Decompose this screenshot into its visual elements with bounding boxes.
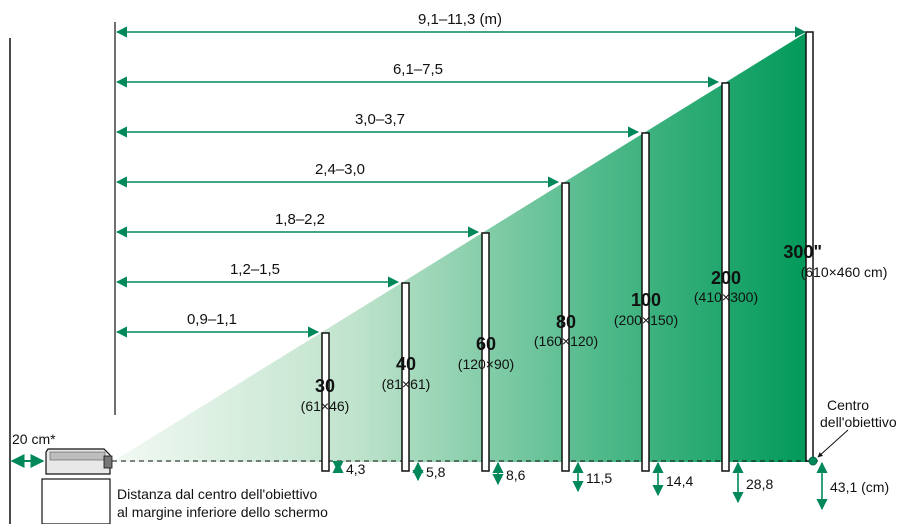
wall-gap-label: 20 cm*: [12, 431, 56, 447]
projector-icon: [41, 448, 113, 524]
distance-label: 9,1–11,3 (m): [418, 11, 502, 28]
screen-size-label: 100: [631, 290, 661, 310]
screen-size-label: 30: [315, 376, 335, 396]
screen-dims-label: (81×61): [382, 376, 431, 392]
screen-80: [561, 182, 570, 472]
offset-label: 5,8: [426, 464, 446, 480]
offset-label: 8,6: [506, 467, 526, 483]
distance-label: 6,1–7,5: [393, 61, 443, 78]
screen-dims-label: (200×150): [614, 312, 678, 328]
screen-size-label: 40: [396, 354, 416, 374]
lens-center-label: dell'obiettivo: [820, 414, 897, 430]
offset-label: 11,5: [586, 470, 612, 486]
distance-label: 1,2–1,5: [230, 261, 280, 278]
offset-label: 43,1 (cm): [830, 479, 889, 495]
distance-label: 3,0–3,7: [355, 111, 405, 128]
lens-center-dot: [808, 456, 818, 466]
screen-30: [321, 332, 330, 472]
screen-size-label: 80: [556, 312, 576, 332]
offset-label: 28,8: [746, 476, 773, 492]
lens-center-label: Centro: [827, 397, 869, 413]
screen-size-label: 60: [476, 334, 496, 354]
screen-100: [641, 132, 650, 472]
offset-label: 14,4: [666, 473, 693, 489]
distance-label: 2,4–3,0: [315, 161, 365, 178]
screen-dims-label: (160×120): [534, 333, 598, 349]
offset-arrows: [332, 460, 828, 511]
distance-arrows: [115, 26, 807, 338]
screen-dims-label: (410×300): [694, 289, 758, 305]
caption-line: Distanza dal centro dell'obiettivo: [117, 486, 318, 502]
distance-label: 0,9–1,1: [187, 311, 237, 328]
screen-dims-label: (610×460 cm): [801, 264, 888, 280]
screen-size-label: 300": [783, 242, 822, 262]
screen-dims-label: (120×90): [458, 356, 514, 372]
screens: [321, 31, 814, 472]
projection-beam: [112, 32, 812, 462]
screen-200: [721, 82, 730, 472]
caption-line: al margine inferiore dello schermo: [117, 504, 328, 520]
screen-dims-label: (61×46): [301, 398, 350, 414]
screen-40: [401, 282, 410, 472]
lens-center-callout-arrow: [817, 429, 849, 458]
offset-label: 4,3: [346, 461, 366, 477]
screen-60: [481, 232, 490, 472]
screen-size-label: 200: [711, 268, 741, 288]
distance-label: 1,8–2,2: [275, 211, 325, 228]
